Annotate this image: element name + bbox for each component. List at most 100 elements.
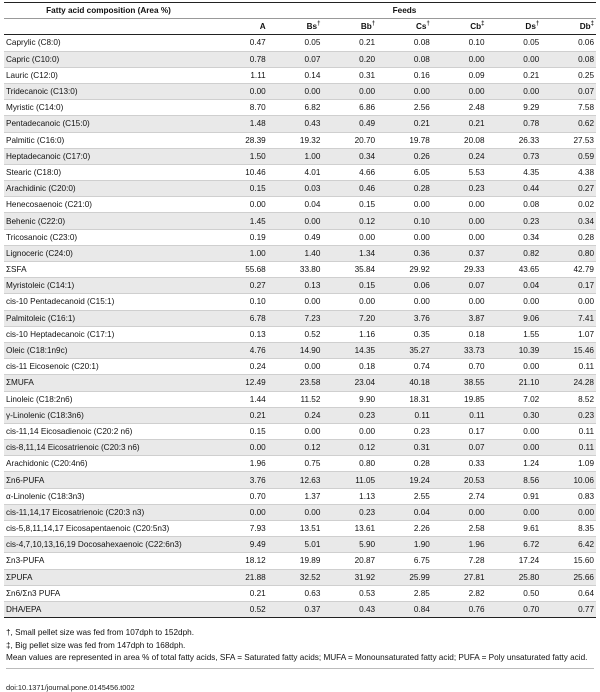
- table-cell: 6.42: [541, 536, 596, 554]
- table-row: cis-10 Pentadecanoid (C15:1) 0.10 0.00 0.00…: [4, 293, 596, 311]
- table-cell: 38.55: [431, 374, 487, 392]
- table-cell: 7.93: [213, 520, 268, 538]
- table-cell: 3.87: [431, 310, 487, 327]
- table-cell: 18.31: [377, 391, 432, 408]
- table-cell: 0.11: [377, 407, 432, 424]
- table-cell: 0.07: [431, 439, 487, 457]
- table-cell: 1.11: [213, 67, 268, 84]
- table-cell: 0.28: [377, 455, 432, 473]
- row-label: Palmitic (C16:0): [4, 132, 213, 149]
- table-row: Palmitic (C16:0) 28.39 19.32 20.70 19.78 20.0…: [4, 132, 596, 149]
- table-row: Tridecanoic (C13:0) 0.00 0.00 0.00 0.00 0.00 0…: [4, 83, 596, 101]
- table-cell: 0.52: [213, 601, 268, 619]
- table-cell: 0.47: [213, 34, 268, 52]
- column-header-bs: Bs†: [267, 18, 323, 36]
- table-cell: 0.46: [322, 180, 378, 198]
- table-cell: 0.24: [431, 148, 487, 165]
- table-cell: 8.35: [541, 520, 596, 538]
- table-cell: 1.07: [541, 326, 596, 343]
- row-label: cis-10 Pentadecanoid (C15:1): [4, 293, 213, 311]
- table-cell: 2.55: [377, 488, 432, 505]
- table-row: Σn6/Σn3 PUFA 0.21 0.63 0.53 2.85 2.82 0.50 0.64: [4, 585, 596, 602]
- table-cell: 0.14: [267, 67, 323, 84]
- table-cell: 0.11: [541, 423, 596, 441]
- table-cell: 7.23: [267, 310, 323, 327]
- row-label: Myristoleic (C14:1): [4, 277, 213, 295]
- row-label: cis-10 Heptadecanoic (C17:1): [4, 326, 213, 343]
- table-cell: 1.55: [486, 326, 542, 343]
- table-cell: 9.06: [486, 310, 542, 327]
- table-row: cis-4,7,10,13,16,19 Docosahexaenoic (C22…: [4, 536, 596, 554]
- row-label: Lignoceric (C24:0): [4, 245, 213, 263]
- table-cell: 0.00: [213, 196, 268, 214]
- table-cell: 4.35: [486, 164, 542, 182]
- table-cell: 25.99: [377, 569, 432, 586]
- table-cell: 0.18: [322, 358, 378, 376]
- table-cell: 10.06: [541, 471, 596, 489]
- column-footnote-mark: †: [426, 21, 430, 28]
- table-cell: 0.80: [322, 455, 378, 473]
- table-cell: 0.00: [486, 423, 542, 441]
- table-cell: 3.76: [213, 471, 268, 489]
- row-label: cis-11 Eicosenoic (C20:1): [4, 358, 213, 376]
- table-cell: 0.00: [431, 504, 487, 522]
- table-cell: 1.00: [213, 245, 268, 263]
- table-cell: 1.00: [267, 148, 323, 165]
- row-label: Σn6/Σn3 PUFA: [4, 585, 213, 602]
- table-cell: 0.34: [322, 148, 378, 165]
- table-cell: 12.63: [267, 471, 323, 489]
- table-cell: 9.61: [486, 520, 542, 538]
- table-row: ΣPUFA 21.88 32.52 31.92 25.99 27.81 25.80 25.66: [4, 569, 596, 586]
- table-cell: 0.00: [541, 504, 596, 522]
- table-row: Σn3-PUFA 18.12 19.89 20.87 6.75 7.28 17.24 15.6…: [4, 552, 596, 570]
- table-cell: 0.00: [486, 51, 542, 68]
- table-cell: 6.82: [267, 99, 323, 117]
- row-label: cis-11,14 Eicosadienoic (C20:2 n6): [4, 423, 213, 441]
- footnote: Mean values are represented in area % of…: [6, 653, 588, 663]
- table-cell: 0.12: [267, 439, 323, 457]
- table-cell: 6.05: [377, 164, 432, 182]
- table-cell: 7.02: [486, 391, 542, 408]
- table-cell: 2.58: [431, 520, 487, 538]
- table-cell: 7.28: [431, 552, 487, 570]
- table-cell: 0.76: [431, 601, 487, 619]
- table-cell: 13.51: [267, 520, 323, 538]
- table-cell: 0.34: [541, 212, 596, 230]
- table-cell: 0.00: [267, 423, 323, 441]
- table-cell: 0.35: [377, 326, 432, 343]
- table-cell: 0.00: [322, 83, 378, 101]
- table-row: Caprylic (C8:0) 0.47 0.05 0.21 0.08 0.10 0.05 0…: [4, 34, 596, 52]
- table-cell: 2.48: [431, 99, 487, 117]
- table-cell: 0.31: [377, 439, 432, 457]
- table-cell: 0.23: [322, 504, 378, 522]
- row-label: Lauric (C12:0): [4, 67, 213, 84]
- table-cell: 0.00: [431, 83, 487, 101]
- row-label: Caprylic (C8:0): [4, 34, 213, 52]
- row-label: ΣMUFA: [4, 374, 213, 392]
- table-cell: 0.00: [431, 293, 487, 311]
- table-cell: 0.16: [377, 67, 432, 84]
- table-cell: 0.11: [541, 439, 596, 457]
- table-cell: 0.59: [541, 148, 596, 165]
- table-cell: 33.73: [431, 342, 487, 360]
- table-cell: 0.00: [541, 293, 596, 311]
- table-cell: 0.04: [486, 277, 542, 295]
- row-label-header: [4, 18, 213, 36]
- row-label: Tridecanoic (C13:0): [4, 83, 213, 101]
- row-label: Σn6-PUFA: [4, 471, 213, 489]
- table-cell: 0.23: [322, 407, 378, 424]
- table-row: DHA/EPA 0.52 0.37 0.43 0.84 0.76 0.70 0.77: [4, 601, 596, 619]
- row-label: ΣSFA: [4, 261, 213, 279]
- table-cell: 4.76: [213, 342, 268, 360]
- column-label: Cs: [416, 22, 427, 32]
- table-cell: 1.40: [267, 245, 323, 263]
- table-cell: 0.27: [541, 180, 596, 198]
- table-title: Fatty acid composition (Area %): [4, 1, 213, 19]
- table-cell: 24.28: [541, 374, 596, 392]
- table-cell: 0.00: [322, 229, 378, 246]
- table-cell: 0.08: [541, 51, 596, 68]
- table-cell: 42.79: [541, 261, 596, 279]
- table-row: Capric (C10:0) 0.78 0.07 0.20 0.08 0.00 0.00 0.…: [4, 51, 596, 68]
- doi-text: doi:10.1371/journal.pone.0145456.t002: [6, 682, 135, 692]
